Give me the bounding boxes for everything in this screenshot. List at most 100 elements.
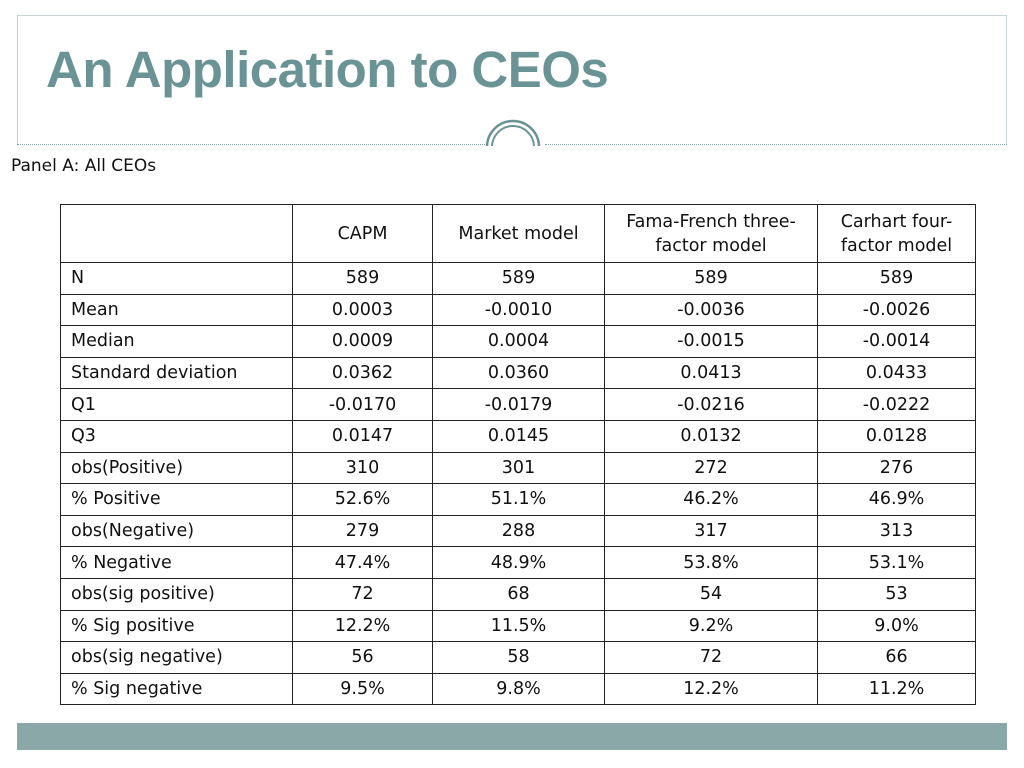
table-cell: 52.6% bbox=[292, 483, 433, 516]
table-cell: 313 bbox=[817, 514, 976, 548]
double-ring-icon bbox=[483, 114, 543, 146]
table-cell: 0.0128 bbox=[817, 419, 976, 453]
table-row: N 589 589 589 589 bbox=[60, 262, 976, 295]
table-cell: -0.0010 bbox=[432, 293, 605, 327]
table-cell: 288 bbox=[432, 514, 605, 548]
table-cell: 276 bbox=[817, 451, 976, 485]
table-row: Median 0.0009 0.0004 -0.0015 -0.0014 bbox=[60, 325, 976, 358]
table-cell: 46.9% bbox=[817, 483, 976, 516]
table-cell: 589 bbox=[292, 262, 433, 295]
footer-bar bbox=[17, 723, 1007, 750]
statistics-table: CAPM Market model Fama-French three-fact… bbox=[60, 204, 976, 706]
table-cell: 11.2% bbox=[817, 672, 976, 706]
table-row: % Sig negative 9.5% 9.8% 12.2% 11.2% bbox=[60, 672, 976, 706]
column-header-market-model: Market model bbox=[432, 204, 605, 263]
table-cell: -0.0179 bbox=[432, 388, 605, 421]
table-cell: 9.0% bbox=[817, 609, 976, 643]
table-cell: 11.5% bbox=[432, 609, 605, 643]
table-cell: -0.0015 bbox=[604, 325, 818, 358]
table-cell: 68 bbox=[432, 577, 605, 611]
table-row: % Negative 47.4% 48.9% 53.8% 53.1% bbox=[60, 546, 976, 579]
table-cell: 0.0413 bbox=[604, 356, 818, 390]
table-cell: 279 bbox=[292, 514, 433, 548]
table-row: Q1 -0.0170 -0.0179 -0.0216 -0.0222 bbox=[60, 388, 976, 421]
title-frame bbox=[17, 15, 1007, 145]
table-cell: 310 bbox=[292, 451, 433, 485]
table-cell: 0.0147 bbox=[292, 419, 433, 453]
slide-title: An Application to CEOs bbox=[46, 41, 609, 98]
table-cell: 0.0362 bbox=[292, 356, 433, 390]
corner-header-cell bbox=[60, 204, 293, 263]
table-cell: 72 bbox=[604, 641, 818, 674]
row-label: obs(Negative) bbox=[60, 514, 293, 548]
row-label: Q1 bbox=[60, 388, 293, 421]
row-label: N bbox=[60, 262, 293, 295]
table-cell: 9.5% bbox=[292, 672, 433, 706]
row-label: obs(sig positive) bbox=[60, 577, 293, 611]
table-cell: 48.9% bbox=[432, 546, 605, 579]
table-cell: 53.1% bbox=[817, 546, 976, 579]
row-label: obs(sig negative) bbox=[60, 641, 293, 674]
table-cell: 589 bbox=[604, 262, 818, 295]
table-cell: 0.0132 bbox=[604, 419, 818, 453]
table-cell: -0.0170 bbox=[292, 388, 433, 421]
table-cell: -0.0014 bbox=[817, 325, 976, 358]
row-label: obs(Positive) bbox=[60, 451, 293, 485]
column-header-fama-french: Fama-French three-factor model bbox=[604, 204, 818, 263]
table-cell: 0.0145 bbox=[432, 419, 605, 453]
table-row: % Sig positive 12.2% 11.5% 9.2% 9.0% bbox=[60, 609, 976, 643]
table-cell: 53 bbox=[817, 577, 976, 611]
table-row: obs(Negative) 279 288 317 313 bbox=[60, 514, 976, 548]
column-header-carhart: Carhart four-factor model bbox=[817, 204, 976, 263]
row-label: Median bbox=[60, 325, 293, 358]
table-cell: 12.2% bbox=[292, 609, 433, 643]
table-cell: 0.0360 bbox=[432, 356, 605, 390]
table-cell: 0.0004 bbox=[432, 325, 605, 358]
row-label: Q3 bbox=[60, 419, 293, 453]
table-cell: 53.8% bbox=[604, 546, 818, 579]
row-label: Mean bbox=[60, 293, 293, 327]
table-cell: 317 bbox=[604, 514, 818, 548]
divider-left bbox=[17, 144, 485, 145]
header-row: CAPM Market model Fama-French three-fact… bbox=[60, 204, 976, 263]
table-cell: 589 bbox=[432, 262, 605, 295]
table-row: Q3 0.0147 0.0145 0.0132 0.0128 bbox=[60, 419, 976, 453]
table-cell: 0.0003 bbox=[292, 293, 433, 327]
table-cell: 51.1% bbox=[432, 483, 605, 516]
table-cell: 301 bbox=[432, 451, 605, 485]
panel-label: Panel A: All CEOs bbox=[11, 156, 157, 176]
table-cell: -0.0216 bbox=[604, 388, 818, 421]
table-cell: 9.2% bbox=[604, 609, 818, 643]
table-row: obs(sig negative) 56 58 72 66 bbox=[60, 641, 976, 674]
table-cell: 589 bbox=[817, 262, 976, 295]
row-label: % Sig negative bbox=[60, 672, 293, 706]
table-row: obs(Positive) 310 301 272 276 bbox=[60, 451, 976, 485]
row-label: % Negative bbox=[60, 546, 293, 579]
table-cell: 47.4% bbox=[292, 546, 433, 579]
table-body: N 589 589 589 589 Mean 0.0003 -0.0010 -0.0036 -0.… bbox=[60, 262, 976, 706]
column-header-capm: CAPM bbox=[292, 204, 433, 263]
table-row: obs(sig positive) 72 68 54 53 bbox=[60, 577, 976, 611]
table-cell: -0.0222 bbox=[817, 388, 976, 421]
table-cell: 54 bbox=[604, 577, 818, 611]
row-label: % Sig positive bbox=[60, 609, 293, 643]
table-cell: -0.0036 bbox=[604, 293, 818, 327]
table-cell: 0.0009 bbox=[292, 325, 433, 358]
row-label: Standard deviation bbox=[60, 356, 293, 390]
table-cell: 72 bbox=[292, 577, 433, 611]
table-row: Mean 0.0003 -0.0010 -0.0036 -0.0026 bbox=[60, 293, 976, 327]
table-cell: 12.2% bbox=[604, 672, 818, 706]
table-cell: -0.0026 bbox=[817, 293, 976, 327]
table-cell: 66 bbox=[817, 641, 976, 674]
table-cell: 58 bbox=[432, 641, 605, 674]
divider-right bbox=[545, 144, 1007, 145]
table-row: % Positive 52.6% 51.1% 46.2% 46.9% bbox=[60, 483, 976, 516]
table-cell: 56 bbox=[292, 641, 433, 674]
table-cell: 272 bbox=[604, 451, 818, 485]
table-cell: 46.2% bbox=[604, 483, 818, 516]
row-label: % Positive bbox=[60, 483, 293, 516]
table-cell: 9.8% bbox=[432, 672, 605, 706]
table-cell: 0.0433 bbox=[817, 356, 976, 390]
table-row: Standard deviation 0.0362 0.0360 0.0413 0.04… bbox=[60, 356, 976, 390]
